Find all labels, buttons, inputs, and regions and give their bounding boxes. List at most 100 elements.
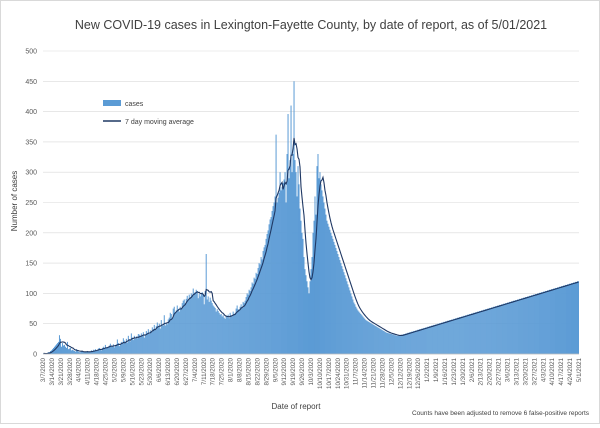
bar-cases [423,327,425,354]
bar-cases [260,257,262,354]
x-tick-label: 10/24/2020 [335,357,342,389]
bar-cases [80,350,82,354]
bar-cases [532,295,534,354]
bar-cases [552,289,554,354]
bar-cases [573,282,575,354]
x-tick-label: 8/29/2020 [263,357,270,385]
bar-cases [235,308,237,354]
bar-cases [409,332,411,354]
bar-cases [141,335,143,354]
bar-cases [113,347,115,354]
bar-cases [433,324,435,354]
bar-cases [131,337,133,354]
bar-cases [347,284,349,354]
bar-cases [262,250,264,354]
bar-cases [116,339,118,354]
bar-cases [368,321,370,354]
bar-cases [82,352,84,354]
bar-cases [99,349,101,354]
bar-cases [327,223,329,354]
bar-cases [376,326,378,354]
bar-cases [440,323,442,354]
bar-cases [316,166,318,354]
bar-cases [504,303,506,354]
bar-cases [530,295,532,354]
bar-cases [390,334,392,354]
bar-cases [538,293,540,354]
bar-cases [278,192,280,354]
bar-cases [508,302,510,354]
x-tick-label: 1/30/2021 [460,357,467,385]
bar-cases [297,166,299,354]
bar-cases [93,350,95,354]
bar-cases [121,343,123,354]
bar-cases [124,343,126,354]
bar-cases [515,300,517,354]
bar-cases [83,352,85,354]
bar-cases [196,290,198,354]
x-tick-label: 5/2/2020 [112,357,119,382]
bar-cases [361,315,363,354]
bar-cases [429,326,431,354]
bar-cases [507,302,509,354]
bar-cases [330,232,332,354]
bar-cases [256,274,258,354]
bar-cases [168,317,170,354]
bar-cases [270,217,272,354]
bar-cases [480,310,482,354]
bar-cases [553,288,555,354]
bar-cases [222,315,224,354]
bar-cases [211,303,213,354]
bar-cases [181,303,183,354]
bar-cases [335,247,337,354]
x-tick-label: 6/6/2020 [156,357,163,382]
bar-cases [234,312,236,354]
bar-cases [529,295,531,354]
bar-cases [561,286,563,354]
chart-title: New COVID-19 cases in Lexington-Fayette … [75,18,547,32]
bar-cases [379,328,381,354]
bar-cases [535,294,537,354]
bar-cases [216,309,218,354]
bar-cases [551,289,553,354]
x-tick-label: 4/25/2020 [103,357,110,385]
bar-cases [188,294,190,354]
bar-cases [288,178,290,354]
bar-cases [55,344,57,354]
bar-cases [173,306,175,354]
x-tick-label: 3/21/2020 [58,357,65,385]
bar-cases [479,310,481,354]
bar-cases [482,310,484,354]
bar-cases [331,235,333,354]
bar-cases [421,328,423,354]
bar-cases [92,349,94,354]
bar-cases [259,264,261,354]
bar-cases [540,292,542,354]
bar-cases [74,351,76,354]
bar-cases [417,329,419,354]
bar-cases [87,352,89,354]
bar-cases [352,299,354,354]
bar-cases [311,257,313,354]
y-tick-label: 150 [25,261,37,268]
bar-cases [398,335,400,354]
bar-cases [220,314,222,354]
bar-cases [466,315,468,354]
bar-cases [155,326,157,354]
bar-cases [117,343,119,354]
bar-cases [576,281,578,354]
bar-cases [392,334,394,354]
bar-cases [267,230,269,354]
bar-cases [271,210,273,354]
bar-cases [452,319,454,354]
bar-cases [146,332,148,354]
bar-cases [176,305,178,354]
bar-cases [150,331,152,354]
x-tick-label: 4/10/2021 [549,357,556,385]
bar-cases [375,326,377,354]
bar-cases [118,346,120,354]
bar-cases [437,323,439,354]
x-tick-label: 2/27/2021 [496,357,503,385]
bar-cases [516,300,518,354]
bar-cases [153,324,155,354]
